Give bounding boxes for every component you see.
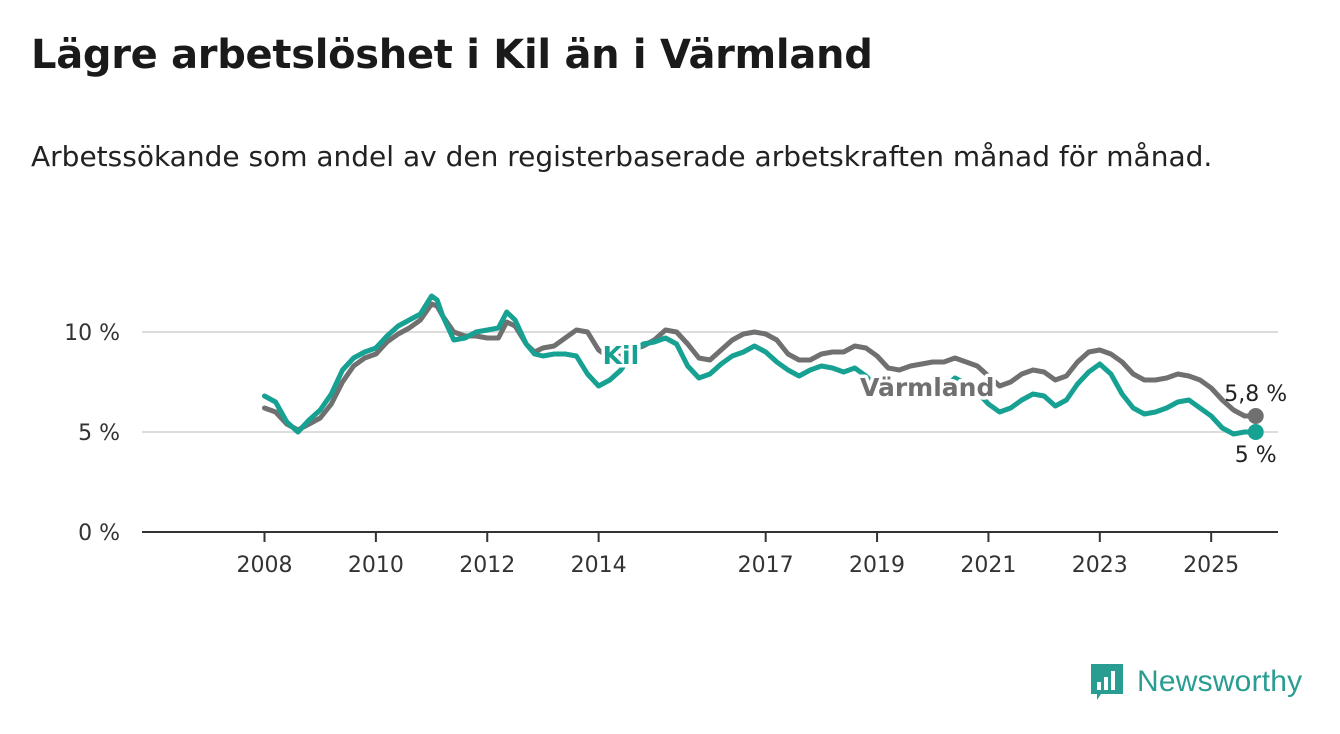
series-end-label: 5,8 % xyxy=(1224,382,1287,407)
series-name-label: Kil xyxy=(603,341,640,370)
newsworthy-logo: Newsworthy xyxy=(1089,662,1302,702)
gridlines xyxy=(142,331,1278,433)
chart-subtitle: Arbetssökande som andel av den registerb… xyxy=(31,140,1213,173)
x-axis-ticks: 2008 2010 2012 2014 2017 2019 2021 2023 2025 xyxy=(237,532,1239,578)
line-chart: 0 %5 %10 % 2008 2010 2012 2014 2017 2019 2021 2… xyxy=(64,293,1287,578)
x-tick-label: 2017 xyxy=(738,553,794,578)
y-tick-label: 10 % xyxy=(64,321,120,346)
x-tick-label: 2023 xyxy=(1072,553,1128,578)
series-end-label: 5 % xyxy=(1235,443,1277,468)
x-tick-label: 2019 xyxy=(849,553,905,578)
x-tick-label: 2021 xyxy=(960,553,1016,578)
x-tick-label: 2025 xyxy=(1183,553,1239,578)
series-end-point xyxy=(1247,424,1264,440)
series-line-v-rmland xyxy=(262,301,1259,433)
y-tick-label: 5 % xyxy=(78,421,120,446)
series-name-label: Värmland xyxy=(860,373,994,402)
series-labels: 5,8 % 5 % Värmland Kil xyxy=(599,338,1287,469)
y-tick-label: 0 % xyxy=(78,521,120,546)
bar-chart-chat-icon xyxy=(1091,664,1123,700)
x-tick-label: 2010 xyxy=(348,553,404,578)
series-lines xyxy=(262,293,1264,440)
x-tick-label: 2012 xyxy=(459,553,515,578)
y-axis-labels: 0 % 5 % 10 % xyxy=(64,321,120,546)
x-tick-label: 2014 xyxy=(571,553,627,578)
x-tick-label: 2008 xyxy=(237,553,293,578)
series-end-point xyxy=(1247,408,1264,424)
series-line-kil xyxy=(262,293,1259,437)
brand-name: Newsworthy xyxy=(1137,665,1303,698)
chart-title: Lägre arbetslöshet i Kil än i Värmland xyxy=(31,32,873,78)
